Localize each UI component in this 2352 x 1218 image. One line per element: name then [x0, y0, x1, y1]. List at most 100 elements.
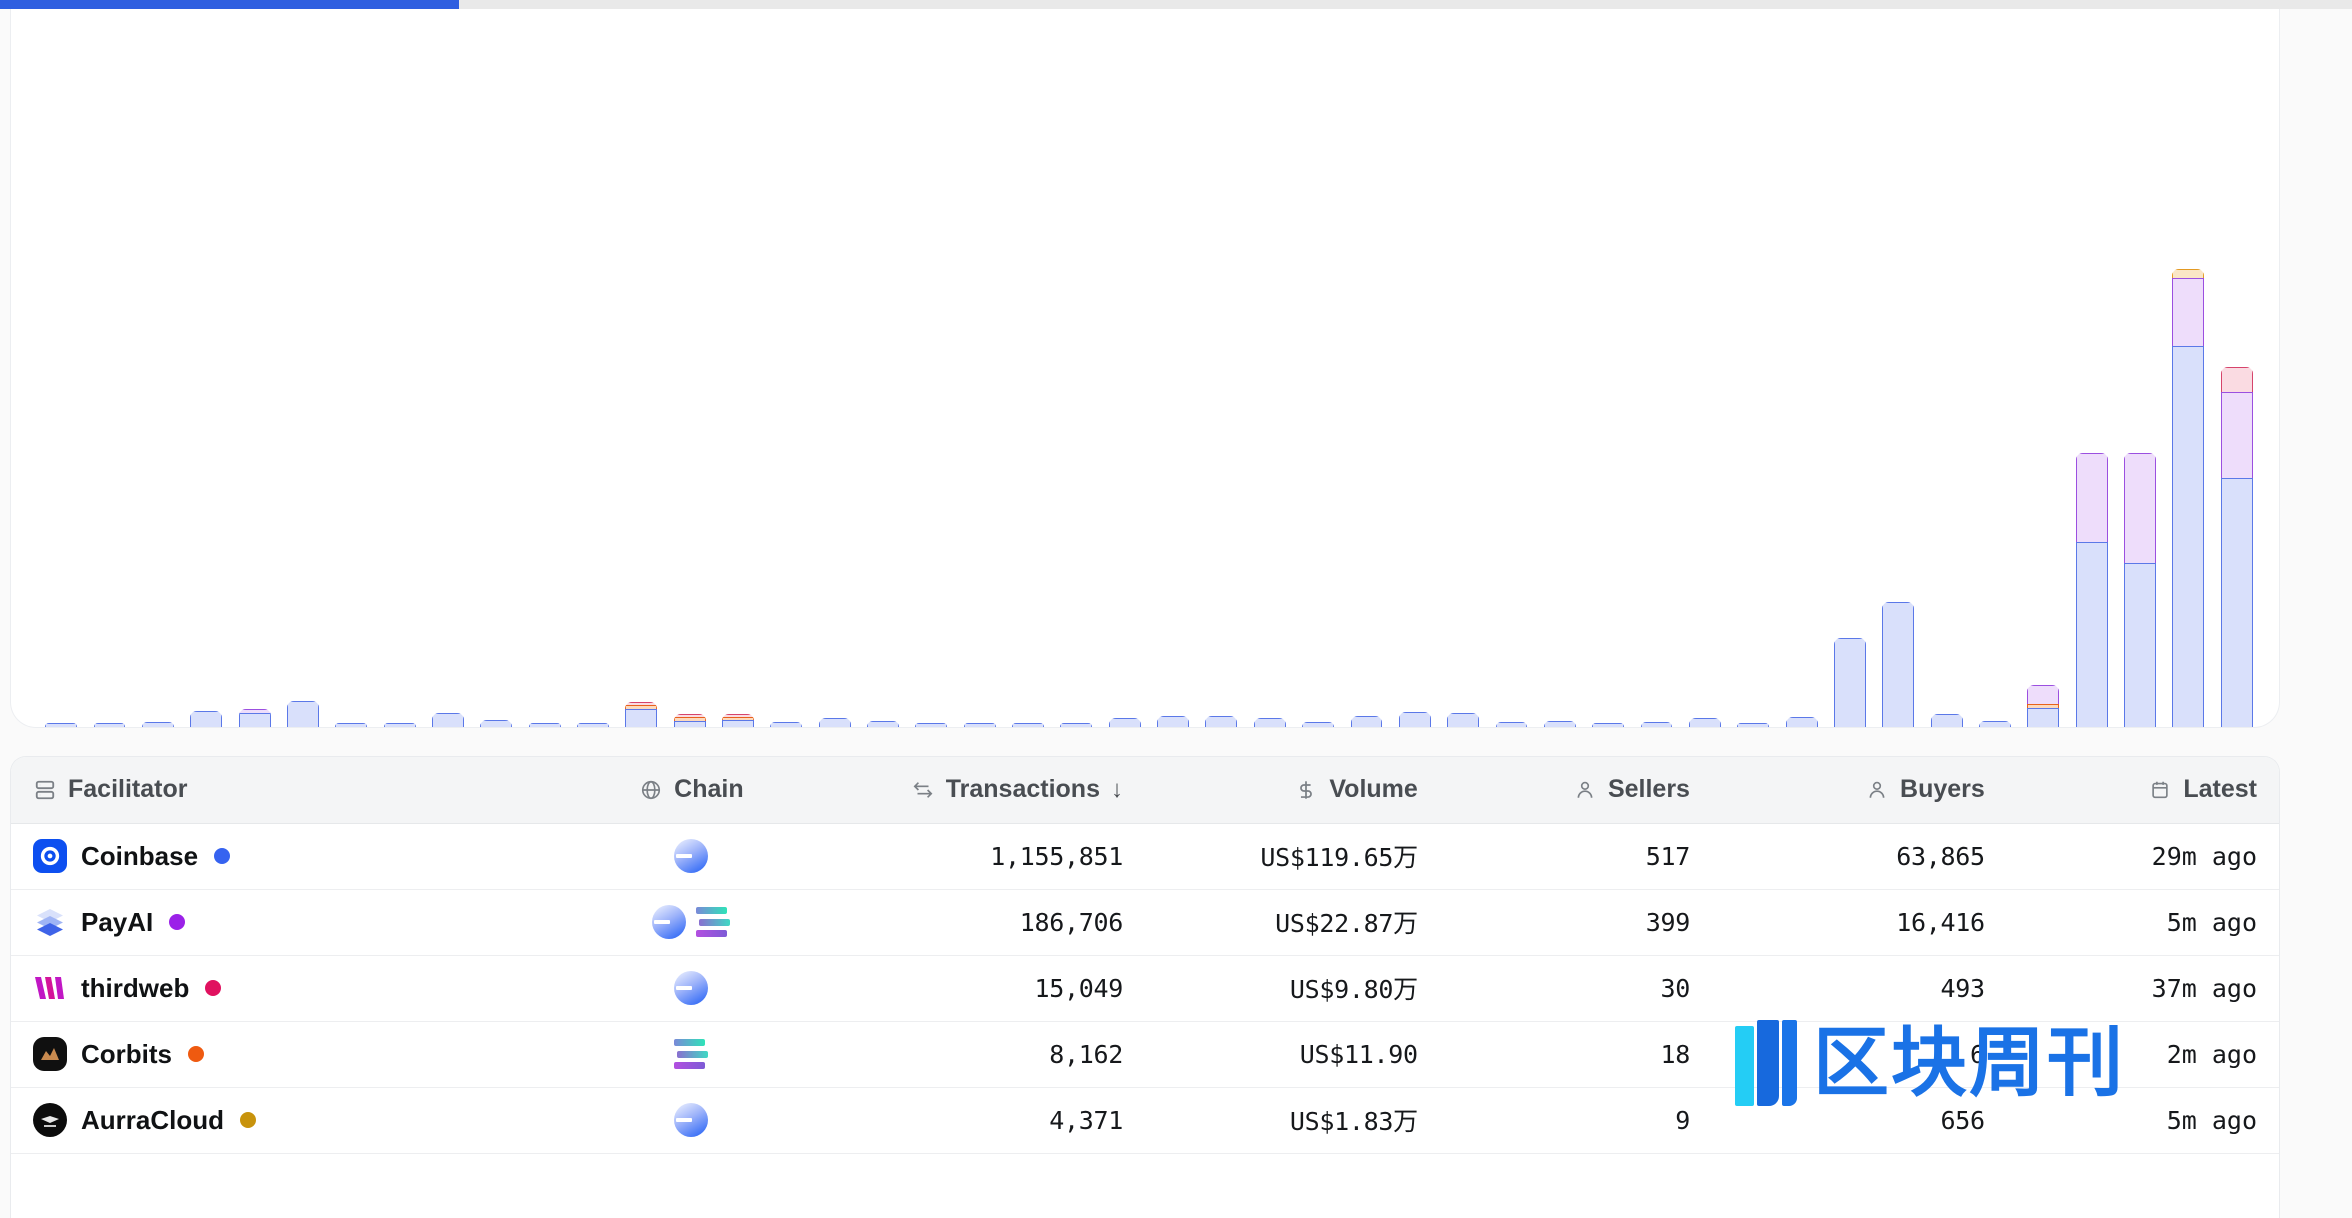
chart-bar-segment-solana	[2027, 685, 2060, 705]
table-row[interactable]: Corbits 8,162 US$11.90 18 6 2m ago	[11, 1021, 2279, 1088]
chart-bar[interactable]	[1922, 15, 1970, 727]
chart-bar-segment-base	[770, 722, 803, 727]
chart-bar[interactable]	[811, 15, 859, 727]
chart-bar-stack	[1253, 718, 1286, 727]
chart-bar[interactable]	[1584, 15, 1632, 727]
chart-bar-segment-base	[1060, 722, 1093, 727]
cell-facilitator[interactable]: PayAI	[11, 889, 556, 956]
chart-bar-segment-base	[1833, 638, 1866, 727]
chart-bar[interactable]	[1197, 15, 1245, 727]
chart-bar[interactable]	[520, 15, 568, 727]
chart-bar-segment-base	[190, 711, 223, 727]
chart-bar-stack	[1882, 602, 1915, 727]
chart-bar-stack	[2220, 367, 2253, 727]
table-row[interactable]: PayAI 186,706 US$22.87万 399 16,416 5m ago	[11, 889, 2279, 956]
page-loading-bar-fill	[0, 0, 459, 9]
chart-bar[interactable]	[2116, 15, 2164, 727]
chart-bar[interactable]	[2212, 15, 2260, 727]
chart-bar[interactable]	[37, 15, 85, 727]
chart-bar-segment-base	[141, 722, 174, 727]
chart-bar-stack	[963, 722, 996, 727]
cell-facilitator[interactable]: Corbits	[11, 1021, 556, 1088]
chart-bar[interactable]	[182, 15, 230, 727]
chart-bar[interactable]	[85, 15, 133, 727]
chart-bar[interactable]	[1487, 15, 1535, 727]
chart-bar-segment-base	[2075, 541, 2108, 727]
chart-bar-stack	[625, 702, 658, 727]
chart-bar[interactable]	[859, 15, 907, 727]
column-header-sellers[interactable]: Sellers	[1439, 757, 1712, 824]
chart-bar[interactable]	[1729, 15, 1777, 727]
chart-bar[interactable]	[424, 15, 472, 727]
chart-bar-stack	[1012, 722, 1044, 727]
chart-bar-stack	[1157, 716, 1190, 727]
chart-bar[interactable]	[134, 15, 182, 727]
facilitator-status-dot	[169, 914, 186, 930]
cell-facilitator[interactable]: thirdweb	[11, 955, 556, 1022]
chart-bar-segment-base	[1737, 722, 1770, 727]
chart-bar-segment-base	[867, 721, 899, 727]
facilitator-status-dot	[240, 1112, 256, 1128]
chart-bar[interactable]	[617, 15, 665, 727]
column-header-transactions[interactable]: Transactions ↓	[827, 757, 1145, 824]
chart-bar[interactable]	[2164, 15, 2212, 727]
chart-bar[interactable]	[1052, 15, 1100, 727]
cell-transactions: 1,155,851	[827, 823, 1145, 890]
cell-latest: 5m ago	[2006, 1087, 2279, 1154]
chart-bar-segment-base	[1543, 721, 1576, 727]
chart-bar-stack	[190, 711, 223, 727]
cell-chain	[555, 889, 828, 956]
chart-bar[interactable]	[1777, 15, 1825, 727]
chart-bars[interactable]	[37, 15, 2261, 727]
chart-bar[interactable]	[1101, 15, 1149, 727]
chart-bar[interactable]	[714, 15, 762, 727]
chart-bar[interactable]	[665, 15, 713, 727]
column-header-volume[interactable]: Volume	[1144, 757, 1440, 824]
chart-bar[interactable]	[1246, 15, 1294, 727]
column-header-chain[interactable]: Chain	[555, 757, 828, 824]
chart-bar-segment-base	[1302, 722, 1335, 727]
sort-desc-icon[interactable]: ↓	[1110, 775, 1123, 803]
chart-bar[interactable]	[327, 15, 375, 727]
table-row[interactable]: thirdweb 15,049 US$9.80万 30 493 37m ago	[11, 955, 2279, 1022]
column-header-latest[interactable]: Latest	[2006, 757, 2279, 824]
chart-bar[interactable]	[472, 15, 520, 727]
chart-bar[interactable]	[2067, 15, 2115, 727]
column-header-buyers[interactable]: Buyers	[1711, 757, 2007, 824]
column-header-facilitator[interactable]: Facilitator	[11, 757, 556, 824]
chart-bar[interactable]	[1294, 15, 1342, 727]
chart-bar[interactable]	[1536, 15, 1584, 727]
chart-bar-segment-base	[286, 701, 319, 727]
chart-bar-segment-base	[383, 722, 416, 727]
table-row[interactable]: Coinbase 1,155,851 US$119.65万 517 63,865 29m …	[11, 823, 2279, 890]
chart-bar[interactable]	[375, 15, 423, 727]
chart-bar[interactable]	[1681, 15, 1729, 727]
chart-bar[interactable]	[1004, 15, 1052, 727]
chart-bar[interactable]	[569, 15, 617, 727]
chart-bar[interactable]	[1342, 15, 1390, 727]
chart-bar[interactable]	[1874, 15, 1922, 727]
chart-bar[interactable]	[1149, 15, 1197, 727]
cell-volume: US$22.87万	[1144, 889, 1440, 956]
chart-bar[interactable]	[1971, 15, 2019, 727]
cell-sellers: 30	[1439, 955, 1712, 1022]
chart-bar-segment-base	[1012, 722, 1044, 727]
chart-bar-stack	[1205, 715, 1238, 727]
chart-bar[interactable]	[907, 15, 955, 727]
table-row[interactable]: AurraCloud 4,371 US$1.83万 9 656 5m ago	[11, 1087, 2279, 1154]
chart-bar[interactable]	[956, 15, 1004, 727]
chart-bar[interactable]	[1632, 15, 1680, 727]
chart-bar[interactable]	[1391, 15, 1439, 727]
chart-bar[interactable]	[279, 15, 327, 727]
chart-bar[interactable]	[1439, 15, 1487, 727]
chart-bar-stack	[915, 722, 948, 727]
chart-bar[interactable]	[762, 15, 810, 727]
cell-facilitator[interactable]: AurraCloud	[11, 1087, 556, 1154]
chart-bar-segment-base	[915, 722, 948, 727]
chart-bar[interactable]	[2019, 15, 2067, 727]
cell-sellers: 18	[1439, 1021, 1712, 1088]
cell-facilitator[interactable]: Coinbase	[11, 823, 556, 890]
chart-bar[interactable]	[230, 15, 278, 727]
chart-bar[interactable]	[1826, 15, 1874, 727]
cell-latest: 5m ago	[2006, 889, 2279, 956]
